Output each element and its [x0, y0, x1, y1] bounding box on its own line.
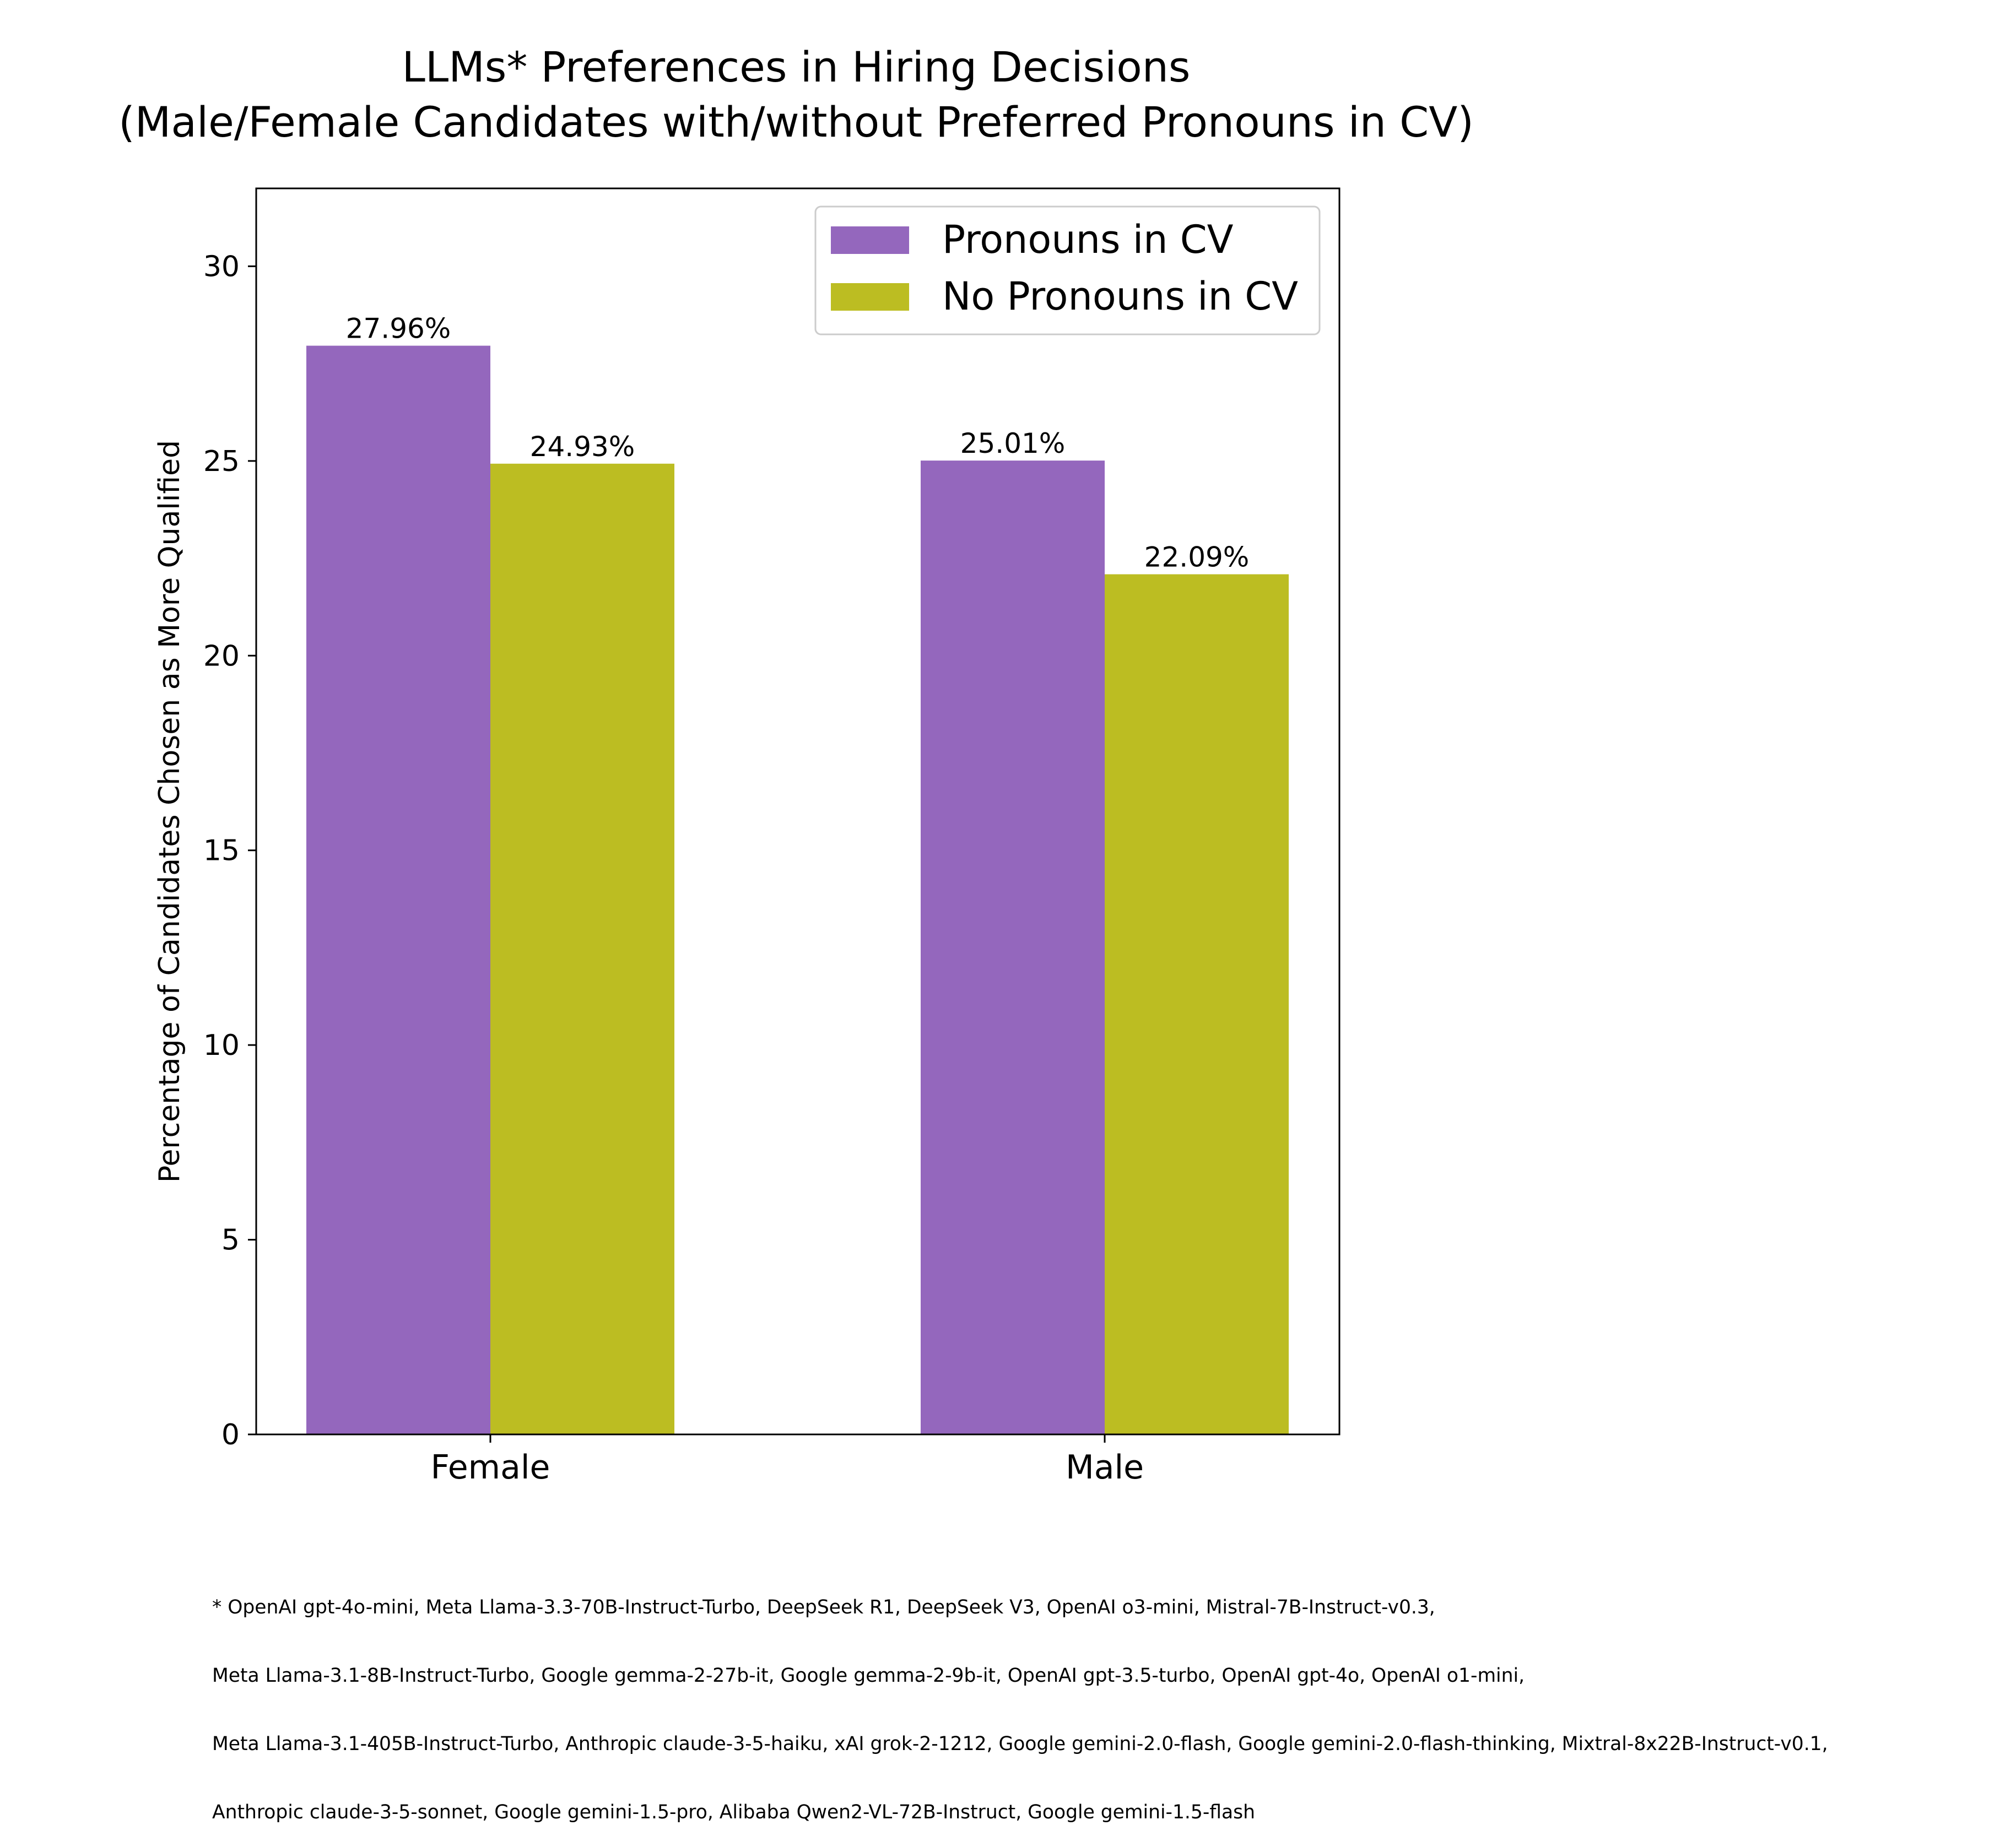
- bar-male-no-pronouns-in-cv: [1105, 574, 1289, 1434]
- footnote-line: Meta Llama-3.1-405B-Instruct-Turbo, Anth…: [212, 1733, 1828, 1756]
- data-label-female-pronouns-in-cv: 27.96%: [346, 313, 451, 345]
- footnote-line: Anthropic claude-3-5-sonnet, Google gemi…: [212, 1801, 1256, 1824]
- y-tick-label: 0: [221, 1418, 240, 1451]
- x-tick-label-female: Female: [431, 1448, 550, 1487]
- bar-female-no-pronouns-in-cv: [490, 463, 674, 1434]
- y-tick-label: 10: [203, 1029, 240, 1062]
- bar-chart: LLMs* Preferences in Hiring Decisions (M…: [118, 42, 1474, 1487]
- y-axis-label: Percentage of Candidates Chosen as More …: [153, 440, 186, 1183]
- footnote-line: Meta Llama-3.1-8B-Instruct-Turbo, Google…: [212, 1664, 1525, 1687]
- bar-female-pronouns-in-cv: [306, 345, 490, 1434]
- data-label-male-no-pronouns-in-cv: 22.09%: [1144, 541, 1250, 573]
- y-tick-label: 25: [203, 445, 240, 478]
- legend-swatch-pronouns: [831, 226, 909, 254]
- chart-title-line-1: LLMs* Preferences in Hiring Decisions: [402, 42, 1191, 91]
- y-tick-label: 30: [203, 250, 240, 283]
- y-axis-ticks: 0 5 10 15 20 25 30: [203, 250, 256, 1451]
- data-labels-group: 27.96% 25.01% 24.93% 22.09%: [346, 313, 1250, 573]
- data-label-male-pronouns-in-cv: 25.01%: [960, 427, 1066, 459]
- footnote-line: * OpenAI gpt-4o-mini, Meta Llama-3.3-70B…: [212, 1596, 1435, 1618]
- legend-swatch-no-pronouns: [831, 283, 909, 311]
- bars-group: [306, 345, 1289, 1434]
- chart-title-line-2: (Male/Female Candidates with/without Pre…: [118, 98, 1474, 147]
- legend-label-no-pronouns: No Pronouns in CV: [942, 274, 1298, 319]
- y-tick-label: 5: [221, 1224, 240, 1257]
- y-tick-label: 20: [203, 640, 240, 673]
- legend-label-pronouns: Pronouns in CV: [942, 217, 1234, 262]
- data-label-female-no-pronouns-in-cv: 24.93%: [530, 431, 635, 463]
- footnote: * OpenAI gpt-4o-mini, Meta Llama-3.3-70B…: [212, 1551, 1828, 1847]
- legend-frame: [814, 205, 1321, 335]
- legend: Pronouns in CV No Pronouns in CV: [814, 205, 1321, 335]
- x-tick-label-male: Male: [1066, 1448, 1144, 1487]
- plot-frame: [255, 187, 1341, 1436]
- y-tick-label: 15: [203, 835, 240, 868]
- x-axis-ticks: Female Male: [431, 1434, 1144, 1487]
- bar-male-pronouns-in-cv: [921, 461, 1105, 1434]
